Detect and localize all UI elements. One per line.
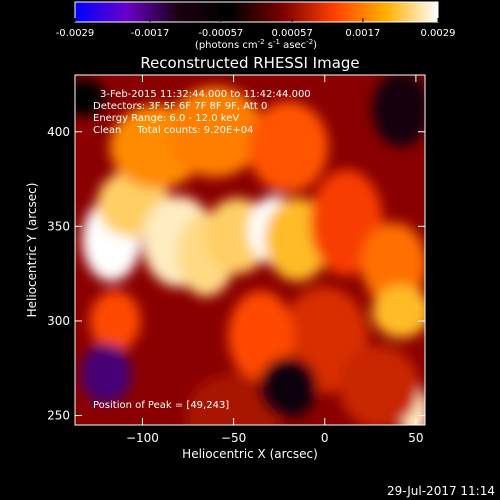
colorbar-ticks [74,18,439,22]
colorbar: -0.0029 -0.0017 -0.00057 0.00057 0.0017 0.002… [56,1,456,51]
emission-blob [228,290,294,382]
x-tick-label: 50 [408,431,423,445]
x-tick-label: 0 [321,431,329,445]
colorbar-tick-label: -0.0017 [131,28,170,39]
y-tick-label: 250 [47,409,70,423]
y-tick-label: 350 [47,219,70,233]
emission-blob [186,373,281,425]
emission-blob [372,285,425,338]
colorbar-tick-label: -0.00057 [198,28,243,39]
emission-blob [339,345,420,425]
colorbar-tick-label: 0.0029 [421,28,456,39]
y-tick-label: 400 [47,125,70,139]
plot-frame [74,74,426,426]
colorbar-tick-label: -0.0029 [56,28,95,39]
info-line-time: 3-Feb-2015 11:32:44.000 to 11:42:44.000 [100,89,311,100]
x-tick-label: −100 [126,431,159,445]
info-block: 3-Feb-2015 11:32:44.000 to 11:42:44.000 … [93,89,311,136]
emission-blob [248,101,329,193]
x-tick-label: −50 [221,431,246,445]
info-line-clean: Clean Total counts: 9.20E+04 [93,125,253,136]
emission-blob [361,222,425,306]
emission-blob [89,290,141,352]
y-axis: 250 300 350 400 [47,125,425,423]
chart-title: Reconstructed RHESSI Image [140,54,359,72]
x-axis: −100 −50 0 50 [126,75,424,445]
colorbar-tick-labels: -0.0029 -0.0017 -0.00057 0.00057 0.0017 0.002… [56,28,456,39]
colorbar-gradient [75,2,438,22]
colorbar-frame [74,1,439,23]
emission-blob [167,86,263,178]
y-tick-label: 300 [47,314,70,328]
footer-timestamp: 29-Jul-2017 11:14 [387,484,495,498]
emission-blob [372,75,425,147]
colorbar-tick-label: 0.0017 [345,28,380,39]
emission-blob [75,78,106,117]
colorbar-tick-label: 0.00057 [271,28,312,39]
colorbar-unit: (photons cm-2 s-1 asec-2) [195,38,317,51]
heatmap-image [75,75,425,425]
info-line-detectors: Detectors: 3F 5F 6F 7F 8F 9F, Att 0 [93,101,267,112]
peak-position-label: Position of Peak = [49,243] [93,400,229,411]
emission-blob [80,343,132,405]
x-axis-label: Heliocentric X (arcsec) [182,447,318,461]
emission-blob [259,356,318,418]
y-axis-label: Heliocentric Y (arcsec) [25,183,39,318]
info-line-energy: Energy Range: 6.0 - 12.0 keV [93,113,239,124]
